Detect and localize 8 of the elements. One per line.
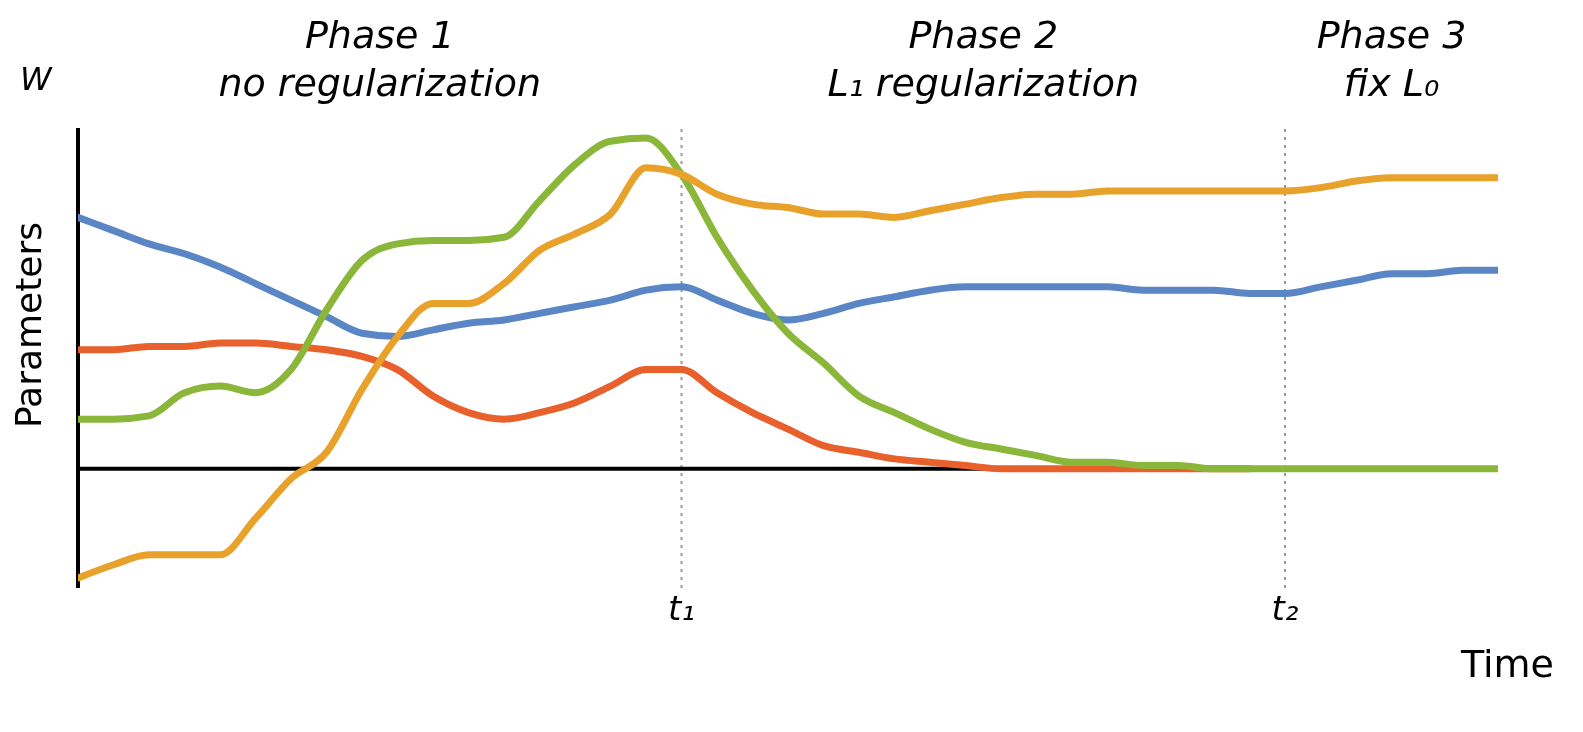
x-axis-title: Time (1461, 642, 1554, 686)
x-tick-label: t₁ (668, 588, 695, 629)
text: Phase 3 fix L₀ (1315, 12, 1468, 107)
text: W (20, 60, 52, 98)
text: Phase 1 no regularization (217, 12, 543, 107)
x-tick-label: t₂ (1271, 588, 1299, 629)
text: Phase 2 L₁ regularization (826, 12, 1141, 107)
y-axis-title: Parameters (8, 220, 49, 428)
